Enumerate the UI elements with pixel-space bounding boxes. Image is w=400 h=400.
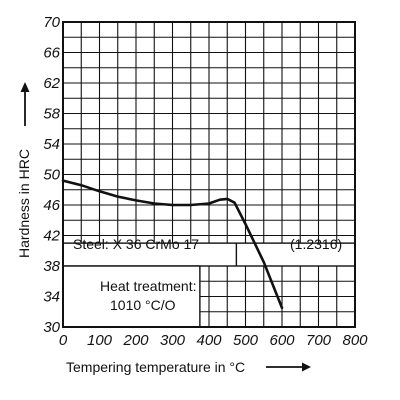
y-tick-label: 58 — [43, 106, 60, 123]
series-line-0 — [61, 179, 284, 310]
plot-frame — [62, 21, 356, 328]
annotation-steel: Steel: X 36 CrMo 17 — [73, 236, 199, 252]
y-tick-label: 46 — [43, 197, 60, 214]
y-tick-label: 30 — [43, 319, 60, 336]
x-tick-label: 500 — [233, 332, 259, 349]
annotation-heat-treatment-title: Heat treatment: — [100, 278, 197, 294]
series-layer — [61, 179, 284, 310]
y-tick-label: 70 — [43, 14, 60, 31]
x-tick-label: 200 — [122, 332, 149, 349]
y-tick-label: 42 — [43, 228, 60, 245]
x-axis-label: Tempering temperature in °C — [66, 359, 245, 375]
annotation-box-heat-treatment — [62, 265, 201, 328]
plot-border — [62, 21, 356, 328]
y-tick-label: 38 — [43, 258, 60, 275]
x-tick-label: 400 — [196, 332, 222, 349]
x-tick-label: 0 — [59, 332, 68, 349]
x-tick-label: 600 — [269, 332, 295, 349]
x-tick-label: 700 — [306, 332, 332, 349]
tick-labels: 0 100 200 300 400 500 600 700 800 30 34 38 42 46 50 54 5… — [43, 14, 368, 349]
annotation-material-number: (1.2316) — [290, 236, 342, 252]
y-tick-label: 50 — [43, 167, 60, 184]
y-axis-arrow-icon — [20, 82, 30, 126]
x-axis-arrow-icon — [266, 362, 311, 372]
y-axis-label: Hardness in HRC — [16, 149, 32, 258]
y-tick-label: 62 — [43, 75, 60, 92]
annotation-boxes — [62, 242, 356, 328]
x-tick-label: 100 — [87, 332, 113, 349]
x-tick-label: 800 — [342, 332, 368, 349]
y-tick-label: 66 — [43, 45, 60, 62]
y-tick-label: 54 — [43, 136, 60, 153]
annotation-heat-treatment-value: 1010 °C/O — [110, 297, 176, 313]
y-tick-label: 34 — [43, 289, 60, 306]
x-tick-label: 300 — [160, 332, 186, 349]
